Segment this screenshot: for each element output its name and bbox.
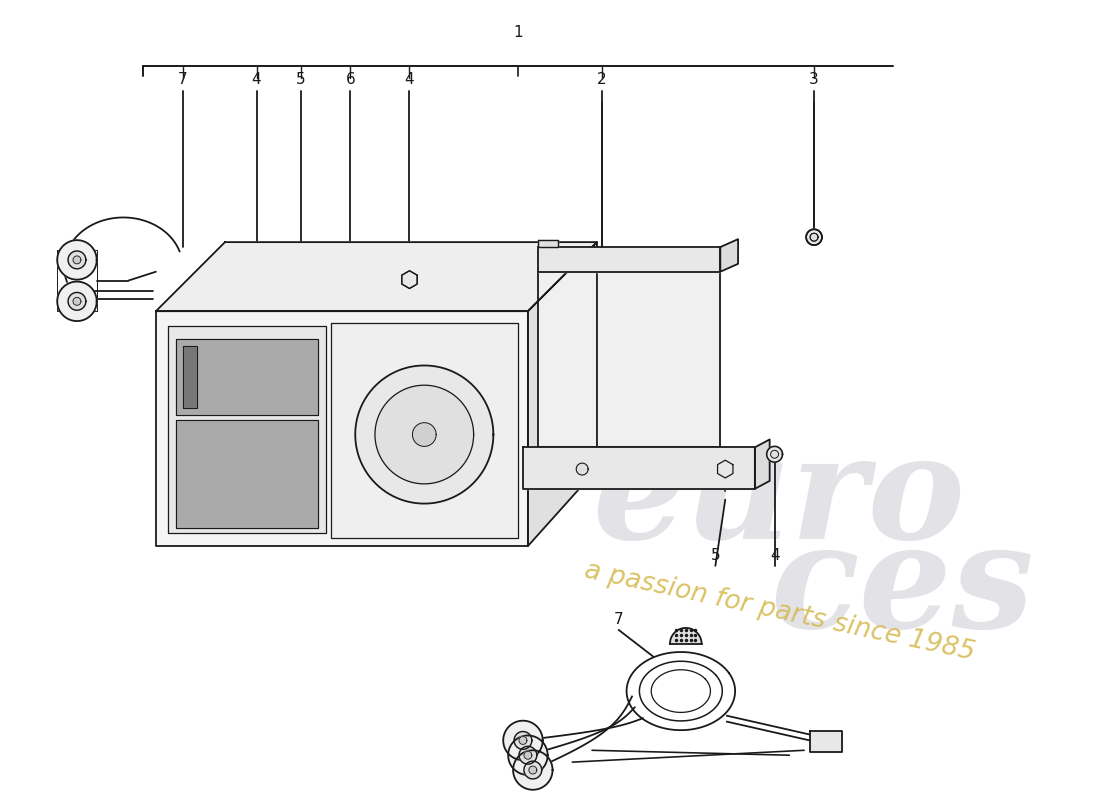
Text: 7: 7	[178, 72, 187, 87]
Polygon shape	[331, 323, 518, 538]
Text: 5: 5	[711, 549, 720, 563]
Text: 4: 4	[405, 72, 415, 87]
Polygon shape	[73, 256, 81, 264]
Polygon shape	[810, 234, 818, 241]
Polygon shape	[503, 721, 542, 760]
Polygon shape	[355, 366, 494, 503]
Polygon shape	[522, 447, 755, 489]
Polygon shape	[156, 242, 597, 311]
Text: a passion for parts since 1985: a passion for parts since 1985	[582, 558, 977, 666]
Text: 6: 6	[345, 72, 355, 87]
Polygon shape	[771, 450, 779, 458]
Text: 4: 4	[252, 72, 262, 87]
Polygon shape	[176, 420, 318, 528]
Polygon shape	[73, 298, 81, 306]
Polygon shape	[528, 242, 597, 546]
Text: 5: 5	[296, 72, 306, 87]
Polygon shape	[402, 270, 417, 289]
Polygon shape	[402, 270, 417, 289]
Polygon shape	[513, 750, 552, 790]
Polygon shape	[412, 422, 436, 446]
Polygon shape	[68, 251, 86, 269]
Polygon shape	[156, 311, 528, 546]
Polygon shape	[810, 730, 842, 752]
Text: 7: 7	[614, 611, 624, 626]
Text: 1: 1	[514, 26, 522, 41]
Polygon shape	[508, 735, 548, 775]
Text: 2: 2	[597, 72, 607, 87]
Polygon shape	[538, 272, 720, 447]
Polygon shape	[806, 230, 822, 245]
Text: ces: ces	[770, 517, 1033, 658]
Polygon shape	[538, 240, 558, 247]
Polygon shape	[524, 751, 531, 759]
Text: 3: 3	[810, 72, 818, 87]
Polygon shape	[167, 326, 326, 534]
Polygon shape	[806, 230, 822, 245]
Polygon shape	[755, 439, 770, 489]
Polygon shape	[720, 239, 738, 272]
Polygon shape	[529, 766, 537, 774]
Polygon shape	[183, 346, 197, 408]
Polygon shape	[538, 247, 720, 272]
Polygon shape	[524, 761, 541, 779]
Polygon shape	[519, 737, 527, 744]
Polygon shape	[68, 293, 86, 310]
Polygon shape	[717, 460, 733, 478]
Polygon shape	[670, 628, 702, 644]
Polygon shape	[810, 234, 818, 241]
Polygon shape	[57, 240, 97, 280]
Text: 4: 4	[770, 549, 780, 563]
Polygon shape	[767, 446, 782, 462]
Polygon shape	[375, 386, 474, 484]
Polygon shape	[57, 282, 97, 321]
Polygon shape	[176, 339, 318, 415]
Polygon shape	[519, 746, 537, 764]
Polygon shape	[514, 731, 531, 750]
Text: euro: euro	[592, 428, 965, 570]
Polygon shape	[576, 463, 588, 475]
